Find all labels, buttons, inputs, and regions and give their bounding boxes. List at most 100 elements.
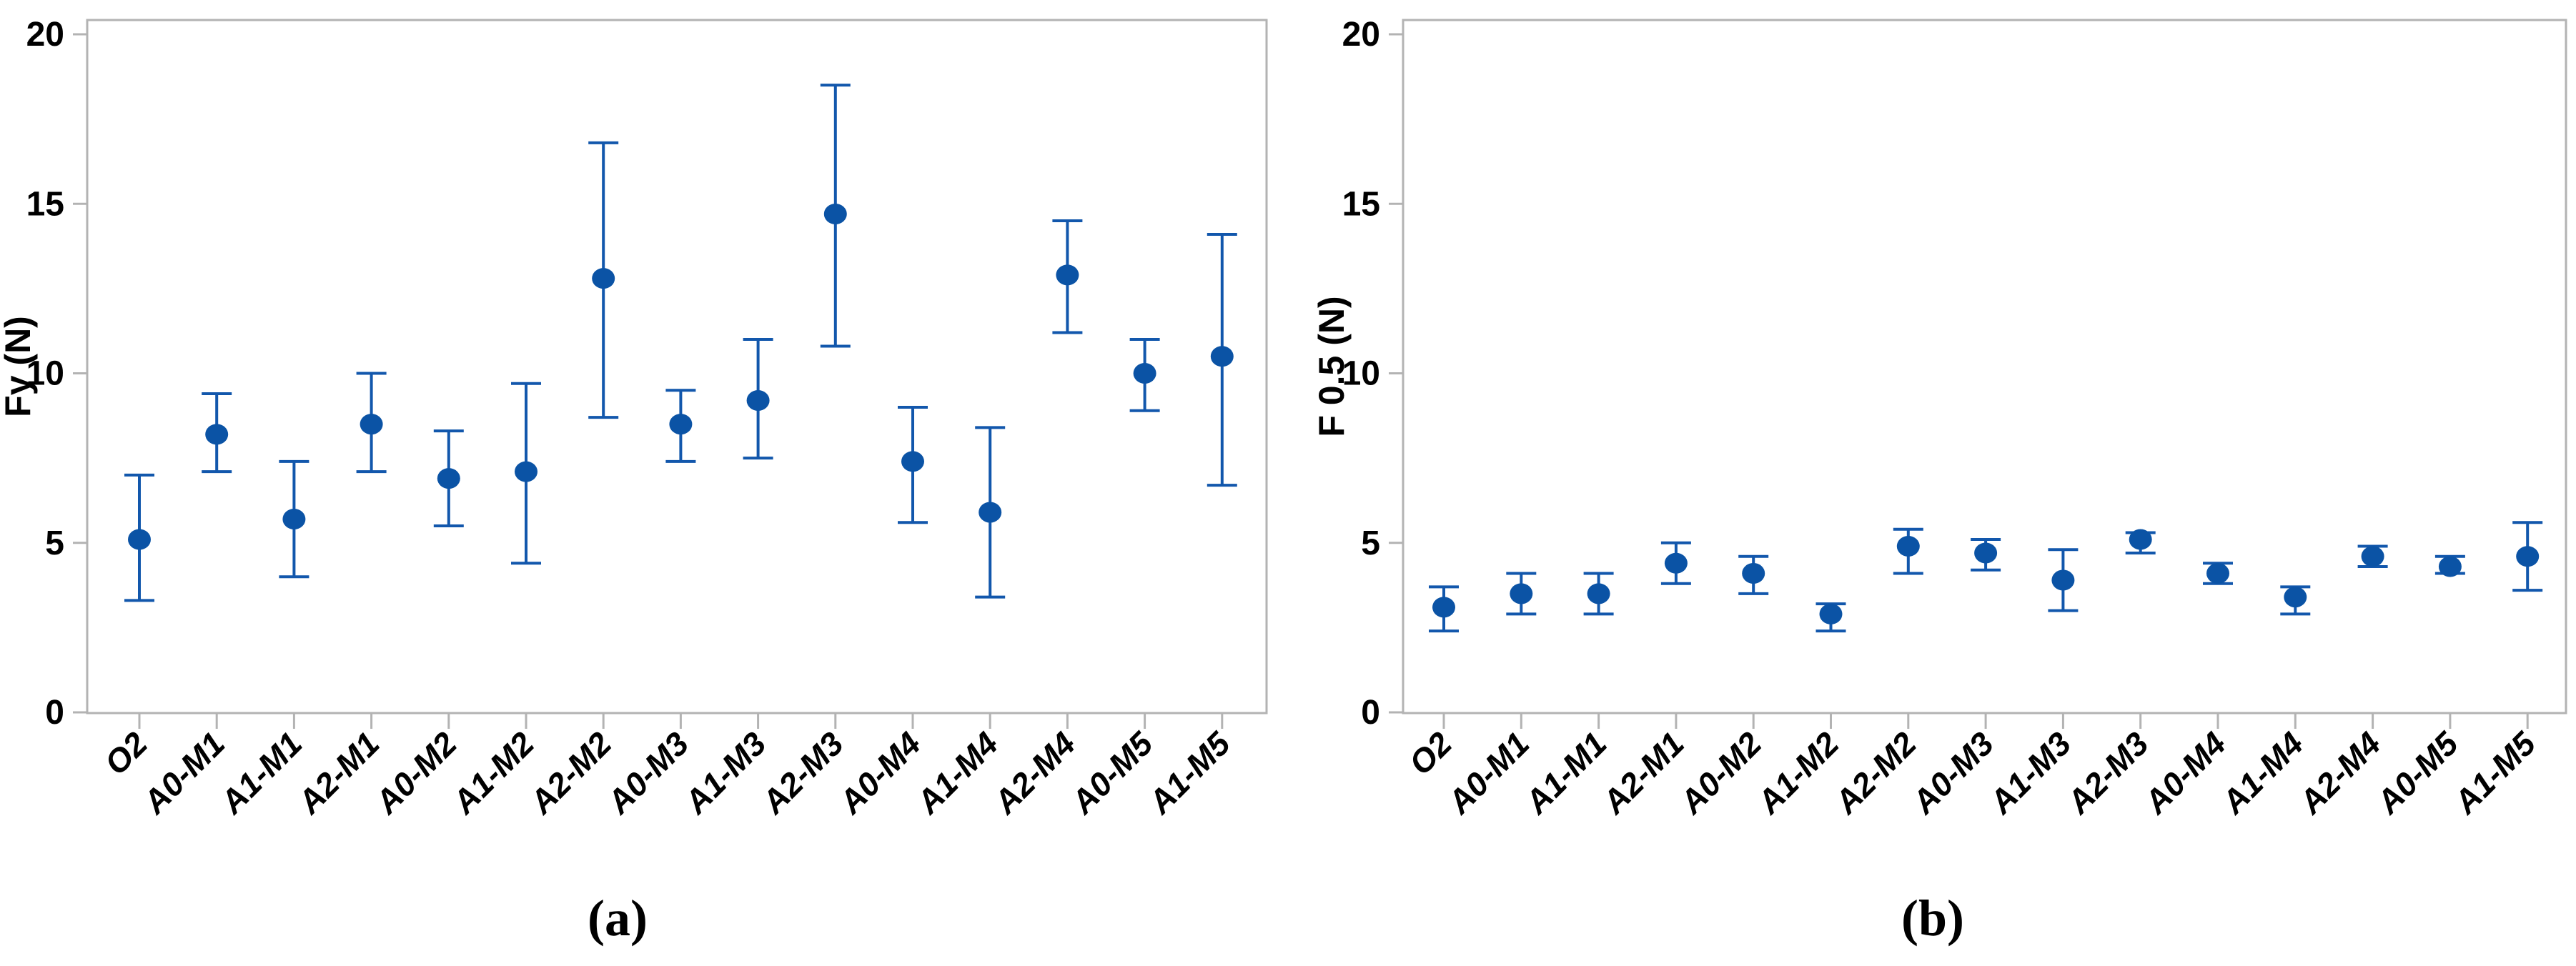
data-point-A0-M4 xyxy=(2203,562,2233,585)
marker-dot xyxy=(2361,546,2384,567)
marker-dot xyxy=(1587,583,1610,604)
marker-dot xyxy=(2206,562,2229,584)
data-point-O2 xyxy=(124,473,154,602)
x-tick-label: A2-M1 xyxy=(290,724,387,821)
marker-dot xyxy=(1974,542,1998,564)
marker-dot xyxy=(515,461,538,482)
x-tick-label: A2-M3 xyxy=(2059,724,2156,821)
data-point-A0-M3 xyxy=(665,389,696,463)
marker-dot xyxy=(205,424,229,445)
marker-dot xyxy=(1819,603,1843,624)
marker-dot xyxy=(979,502,1002,523)
data-point-A0-M5 xyxy=(2434,554,2465,577)
data-point-A2-M3 xyxy=(2125,529,2156,554)
data-point-A2-M4 xyxy=(2357,544,2388,568)
marker-dot xyxy=(360,414,383,435)
marker-dot xyxy=(128,529,151,550)
marker-dot xyxy=(901,451,924,472)
x-tick-label: O2 xyxy=(1402,724,1459,782)
x-tick-label: A0-M1 xyxy=(135,724,232,821)
data-point-A0-M3 xyxy=(1971,538,2001,572)
marker-dot xyxy=(1133,363,1156,384)
marker-dot xyxy=(1210,346,1234,367)
marker-dot xyxy=(1056,264,1079,286)
y-axis-title: F 0.5 (N) xyxy=(1312,296,1352,437)
y-tick-label: 0 xyxy=(45,694,64,732)
x-tick-label: A2-M2 xyxy=(1827,724,1923,821)
data-point-A0-M2 xyxy=(433,429,464,528)
marker-dot xyxy=(1510,583,1533,604)
x-tick-label: A2-M2 xyxy=(522,724,618,821)
x-tick-label: A0-M1 xyxy=(1440,724,1536,821)
x-tick-label: A1-M2 xyxy=(445,724,541,821)
data-point-A1-M3 xyxy=(743,338,773,460)
y-tick-label: 5 xyxy=(1361,524,1380,562)
x-tick-label: A0-M5 xyxy=(2369,724,2466,821)
data-point-A0-M2 xyxy=(1738,554,1769,595)
marker-dot xyxy=(1664,552,1688,574)
x-tick-label: O2 xyxy=(97,724,154,782)
data-point-A1-M2 xyxy=(1815,602,1846,633)
y-tick-label: 5 xyxy=(45,524,64,562)
x-tick-label: A2-M3 xyxy=(754,724,851,821)
marker-dot xyxy=(2516,546,2540,567)
x-tick-label: A2-M1 xyxy=(1595,724,1691,821)
x-tick-label: A0-M4 xyxy=(2136,724,2233,821)
y-tick-label: 15 xyxy=(1342,185,1380,223)
marker-dot xyxy=(437,468,460,489)
data-point-A1-M1 xyxy=(279,459,309,579)
data-point-A2-M4 xyxy=(1052,219,1083,334)
x-tick-label: A2-M4 xyxy=(2292,724,2388,821)
data-point-A0-M5 xyxy=(1129,338,1160,412)
marker-dot xyxy=(2129,529,2152,550)
x-tick-label: A1-M5 xyxy=(2446,724,2543,821)
data-point-A2-M2 xyxy=(588,141,619,419)
x-tick-label: A0-M3 xyxy=(1904,724,2001,821)
data-point-O2 xyxy=(1429,585,1459,633)
y-axis-title: Fy (N) xyxy=(0,316,38,417)
marker-dot xyxy=(592,268,615,289)
data-point-A1-M1 xyxy=(1583,572,1614,616)
data-point-A2-M3 xyxy=(820,84,851,348)
y-tick-label: 0 xyxy=(1361,694,1380,732)
y-tick-label: 10 xyxy=(1342,355,1380,393)
x-tick-label: A0-M2 xyxy=(367,724,464,821)
x-tick-label: A1-M4 xyxy=(908,724,1005,821)
data-point-A2-M1 xyxy=(1660,541,1691,585)
y-tick-label: 10 xyxy=(26,355,64,393)
data-point-A1-M5 xyxy=(2512,521,2543,592)
plot-frame xyxy=(1402,19,2567,714)
x-tick-label: A1-M1 xyxy=(212,724,309,821)
x-tick-label: A0-M3 xyxy=(599,724,695,821)
data-point-A2-M2 xyxy=(1893,527,1923,575)
data-point-A2-M1 xyxy=(356,372,387,474)
data-point-A1-M4 xyxy=(2280,585,2311,616)
x-tick-label: A1-M2 xyxy=(1749,724,1846,821)
marker-dot xyxy=(1742,562,1765,584)
y-tick-label: 20 xyxy=(1342,16,1380,54)
x-tick-label: A1-M3 xyxy=(1981,724,2078,821)
x-tick-label: A1-M4 xyxy=(2214,724,2310,821)
y-tick-label: 15 xyxy=(26,185,64,223)
x-tick-label: A1-M1 xyxy=(1517,724,1614,821)
marker-dot xyxy=(1432,597,1455,618)
marker-dot xyxy=(669,414,693,435)
x-tick-label: A0-M4 xyxy=(831,724,928,821)
marker-dot xyxy=(823,203,847,224)
data-point-A1-M5 xyxy=(1207,232,1237,487)
marker-dot xyxy=(2284,587,2307,608)
x-tick-label: A0-M5 xyxy=(1064,724,1161,821)
caption-panel-a: (a) xyxy=(588,890,648,947)
data-point-A0-M4 xyxy=(898,405,928,524)
x-tick-label: A1-M5 xyxy=(1141,724,1238,821)
x-tick-label: A0-M2 xyxy=(1672,724,1768,821)
caption-panel-b: (b) xyxy=(1901,890,1964,947)
marker-dot xyxy=(282,509,306,530)
data-point-A0-M1 xyxy=(202,392,232,474)
data-point-A1-M2 xyxy=(511,382,541,565)
y-tick-label: 20 xyxy=(26,16,64,54)
